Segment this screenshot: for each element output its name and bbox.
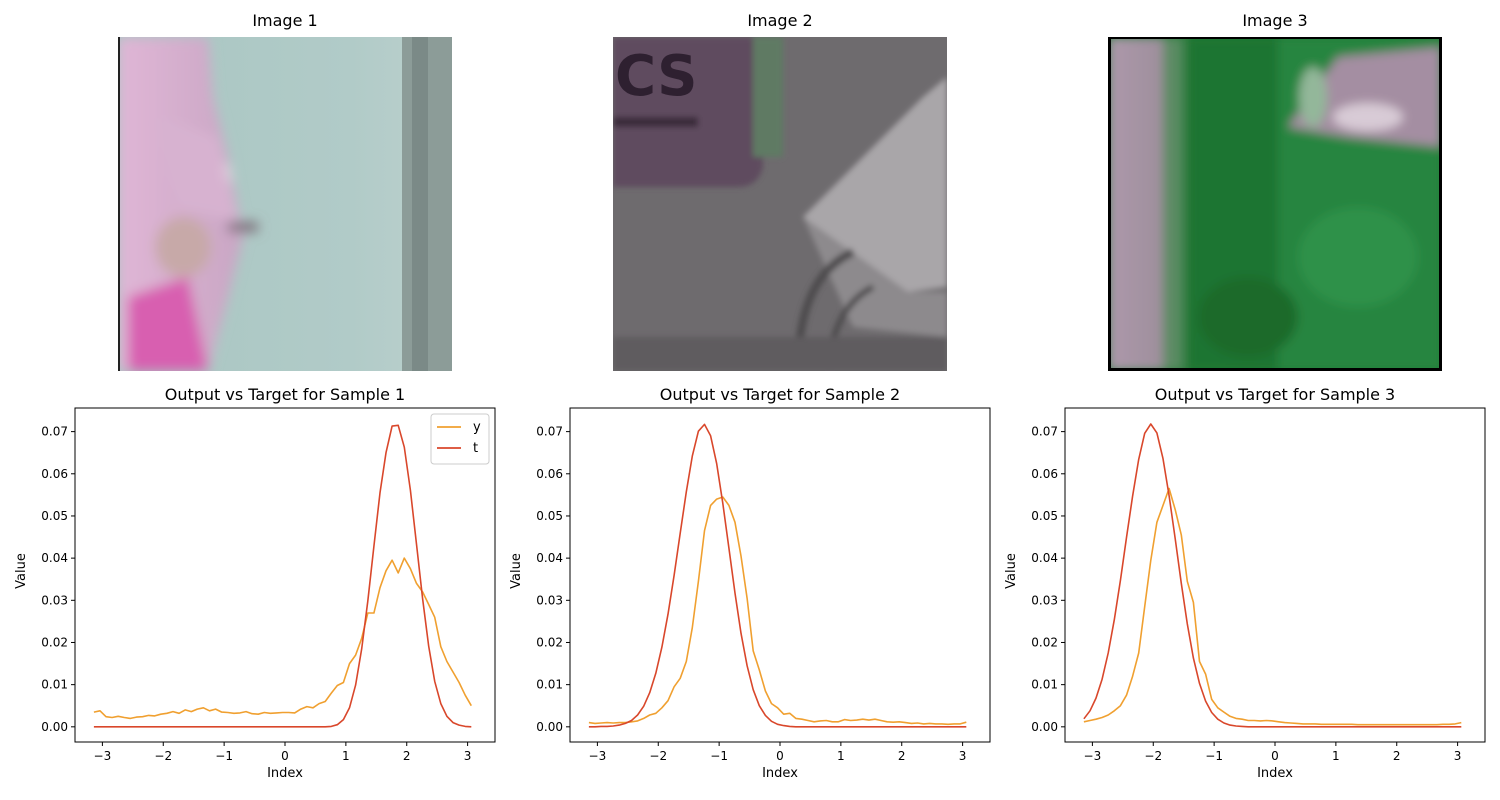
x-tick-label: 2 — [1393, 749, 1401, 763]
y-tick-label: 0.04 — [1031, 551, 1058, 565]
x-tick-label: −3 — [589, 749, 607, 763]
chart-1: −3 −2 −1 0 1 2 3 0.00 0.01 0.02 0.03 0.04 0.05 0.06 0.… — [14, 385, 496, 781]
image-title-3: Image 3 — [1242, 11, 1308, 30]
y-tick-label: 0.06 — [41, 467, 68, 481]
series-t-line — [588, 423, 967, 728]
x-tick-label: −3 — [94, 749, 112, 763]
x-tick-label: 1 — [1332, 749, 1340, 763]
x-tick-label: 0 — [1271, 749, 1279, 763]
y-tick-label: 0.07 — [1031, 425, 1058, 439]
series-y-line — [1083, 487, 1462, 726]
y-tick-label: 0.03 — [536, 593, 563, 607]
series-y-line — [588, 496, 967, 726]
y-axis-label: Value — [14, 553, 29, 589]
image-1 — [118, 37, 452, 371]
legend-label-y: y — [473, 420, 481, 435]
y-tick-label: 0.02 — [1031, 635, 1058, 649]
chart-title: Output vs Target for Sample 3 — [1155, 385, 1395, 404]
y-tick-label: 0.03 — [41, 593, 68, 607]
image-panel-3: Image 3 — [1108, 11, 1442, 371]
x-tick-label: −2 — [1144, 749, 1162, 763]
y-tick-label: 0.07 — [536, 425, 563, 439]
x-tick-label: 3 — [1454, 749, 1462, 763]
image-title-2: Image 2 — [747, 11, 813, 30]
x-axis-label: Index — [1257, 766, 1293, 781]
image-3 — [1108, 37, 1442, 371]
image-title-1: Image 1 — [252, 11, 318, 30]
x-tick-label: −1 — [710, 749, 728, 763]
x-axis-label: Index — [762, 766, 798, 781]
y-tick-label: 0.01 — [536, 678, 563, 692]
x-tick-label: −3 — [1084, 749, 1102, 763]
x-tick-label: 1 — [342, 749, 350, 763]
image-panel-2: Image 2 CS — [613, 11, 947, 371]
y-tick-label: 0.00 — [1031, 720, 1058, 734]
y-tick-label: 0.03 — [1031, 593, 1058, 607]
chart-3: −3 −2 −1 0 1 2 3 0.00 0.01 0.02 0.03 0.04 0.05 0.06 0.… — [1004, 385, 1486, 781]
image-2: CS — [613, 37, 947, 371]
x-axis-label: Index — [267, 766, 303, 781]
chart-title: Output vs Target for Sample 2 — [660, 385, 900, 404]
y-tick-label: 0.01 — [41, 678, 68, 692]
y-tick-label: 0.01 — [1031, 678, 1058, 692]
chart-title: Output vs Target for Sample 1 — [165, 385, 405, 404]
y-tick-label: 0.05 — [536, 509, 563, 523]
x-tick-label: 0 — [776, 749, 784, 763]
y-tick-label: 0.04 — [536, 551, 563, 565]
y-tick-label: 0.05 — [1031, 509, 1058, 523]
x-tick-label: 2 — [898, 749, 906, 763]
image-panel-1: Image 1 — [118, 11, 452, 371]
y-tick-label: 0.02 — [41, 635, 68, 649]
x-tick-label: 3 — [959, 749, 967, 763]
y-tick-label: 0.07 — [41, 425, 68, 439]
series-y-line — [93, 557, 472, 720]
plot-frame — [569, 407, 991, 743]
x-tick-label: 0 — [281, 749, 289, 763]
y-tick-label: 0.05 — [41, 509, 68, 523]
y-tick-label: 0.00 — [536, 720, 563, 734]
image-2-text: CS — [615, 44, 697, 109]
x-tick-label: 2 — [403, 749, 411, 763]
chart-2: −3 −2 −1 0 1 2 3 0.00 0.01 0.02 0.03 0.04 0.05 0.06 0.… — [509, 385, 991, 781]
y-axis-label: Value — [1004, 553, 1019, 589]
series-t-line — [93, 424, 472, 728]
x-tick-label: 3 — [464, 749, 472, 763]
series-t-line — [1083, 423, 1462, 728]
y-axis-label: Value — [509, 553, 524, 589]
x-tick-label: −1 — [1205, 749, 1223, 763]
legend: yt — [430, 413, 490, 465]
x-tick-label: −1 — [215, 749, 233, 763]
x-tick-label: −2 — [649, 749, 667, 763]
y-tick-label: 0.00 — [41, 720, 68, 734]
legend-label-t: t — [473, 441, 478, 456]
y-tick-label: 0.06 — [536, 467, 563, 481]
x-tick-label: 1 — [837, 749, 845, 763]
y-tick-label: 0.04 — [41, 551, 68, 565]
y-tick-label: 0.02 — [536, 635, 563, 649]
x-tick-label: −2 — [154, 749, 172, 763]
y-tick-label: 0.06 — [1031, 467, 1058, 481]
